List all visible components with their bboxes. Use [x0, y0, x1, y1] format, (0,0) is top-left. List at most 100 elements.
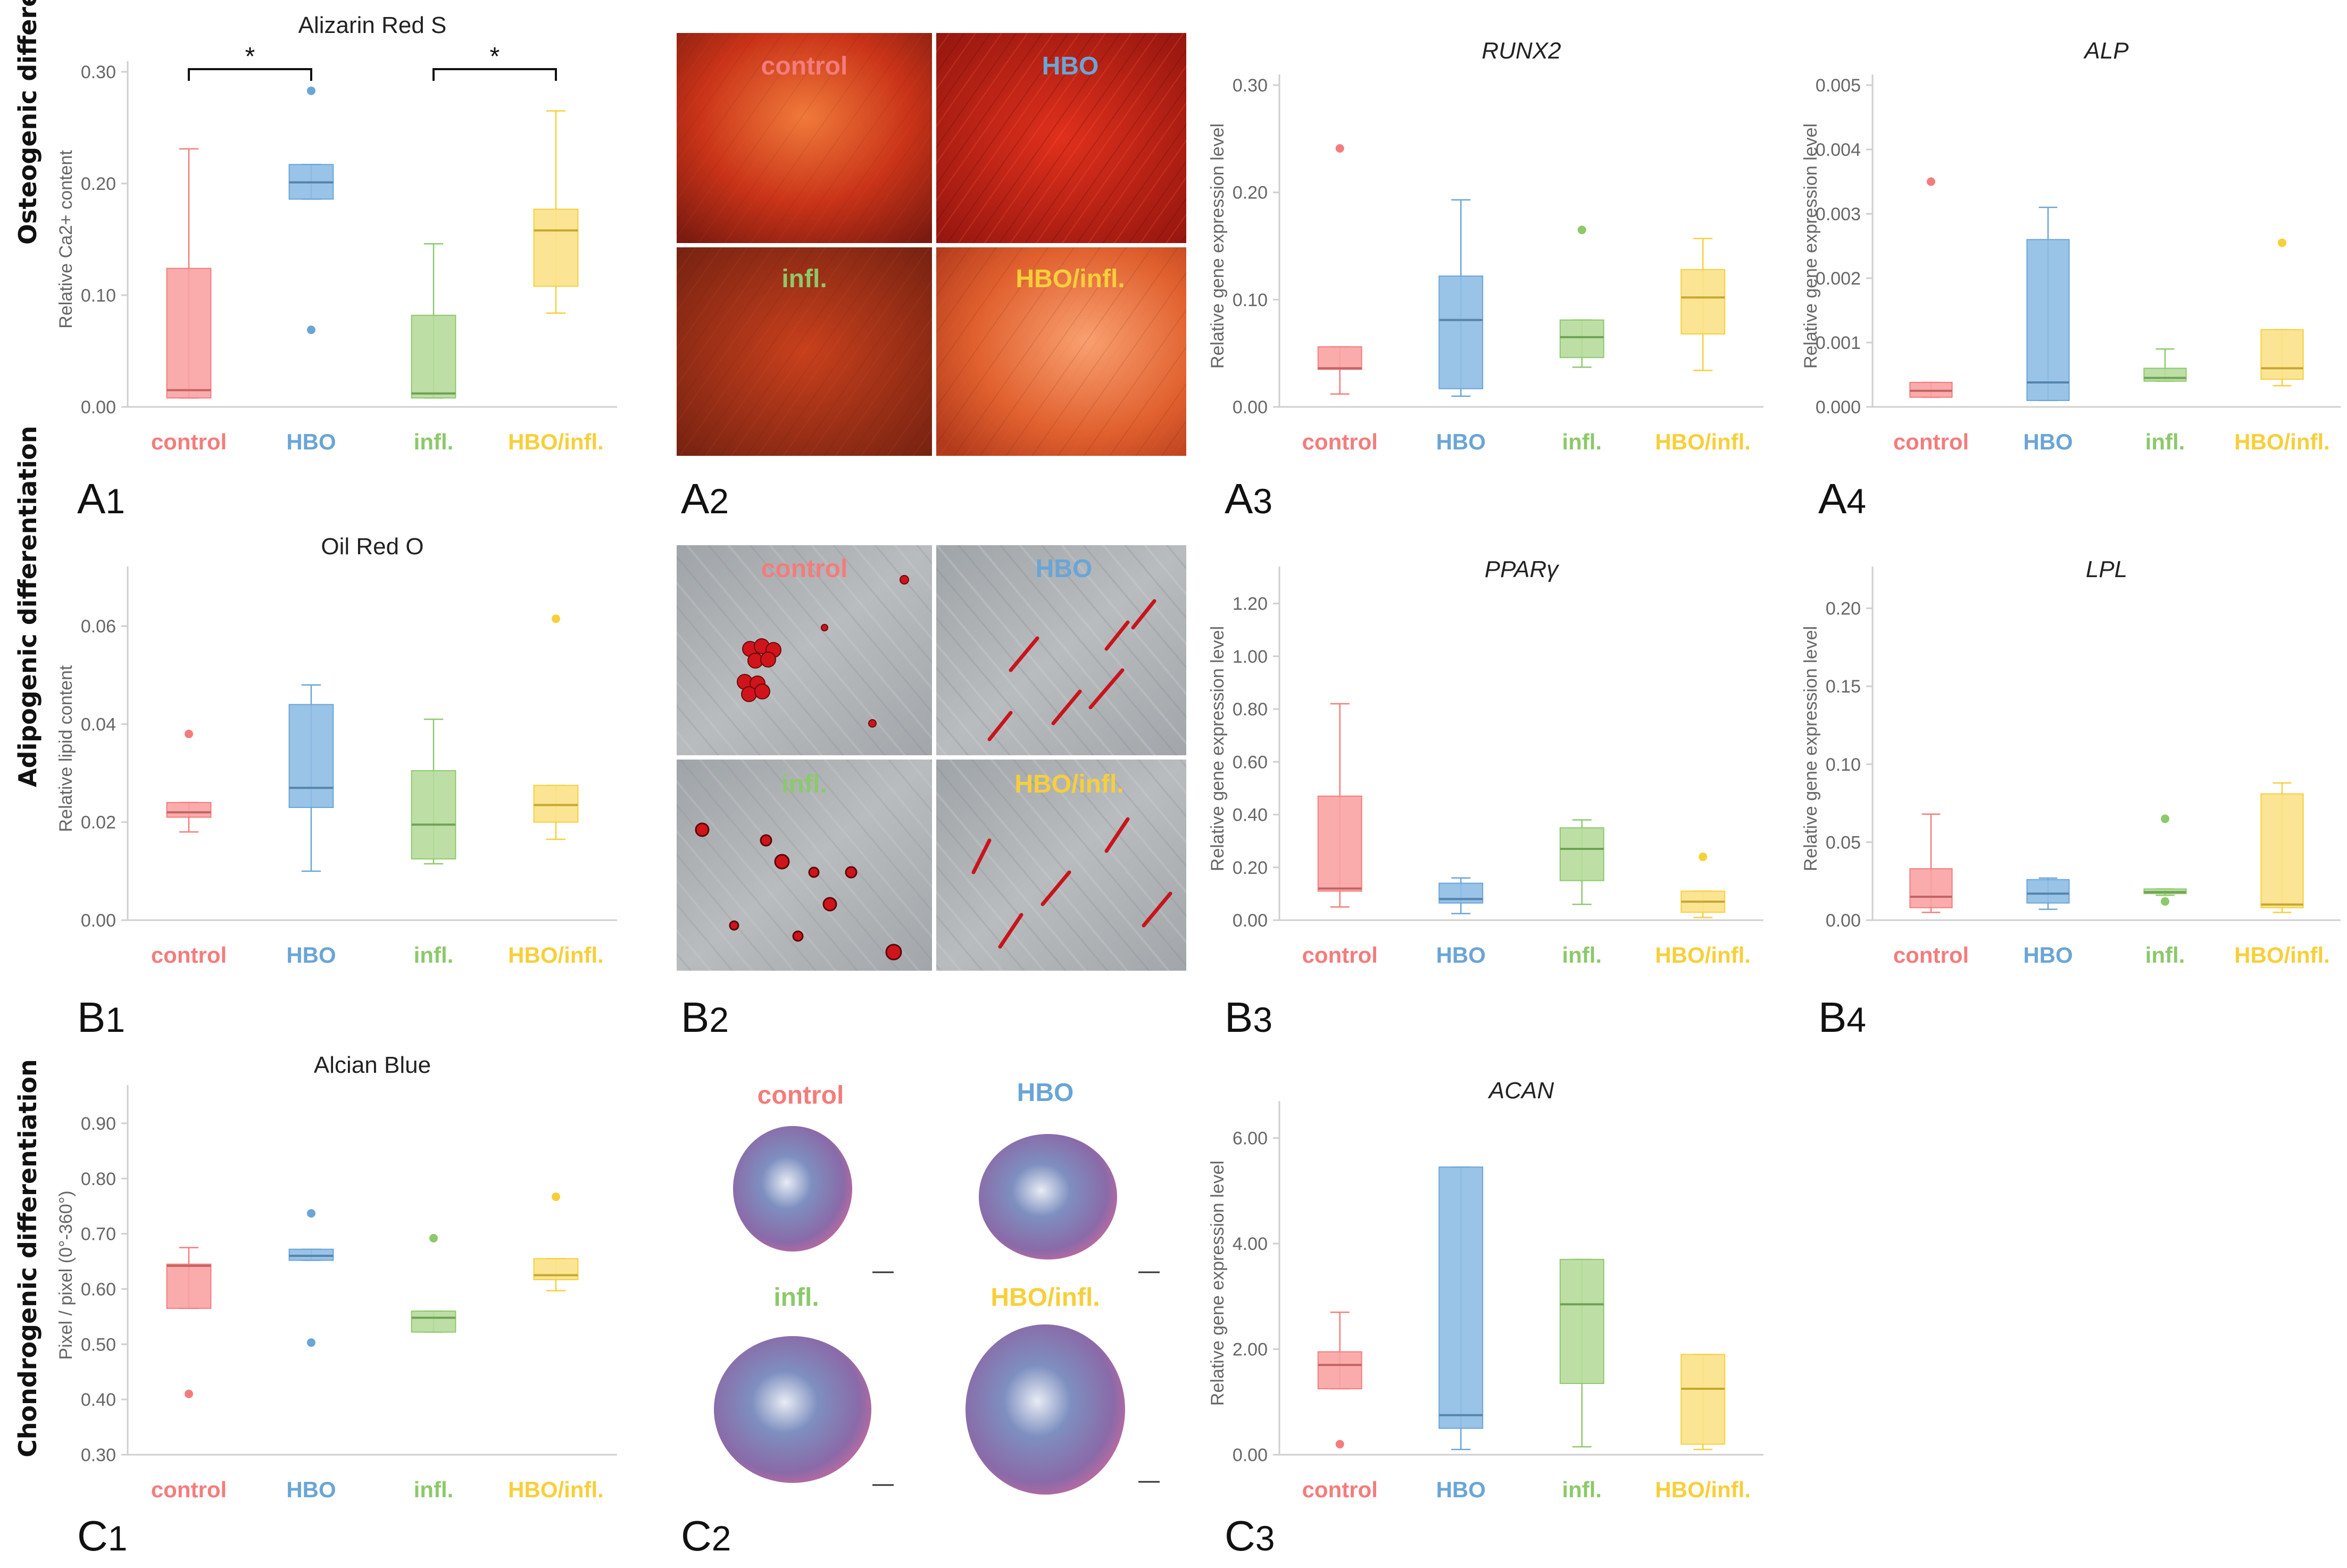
y-tick-label: 0.30 [81, 62, 116, 82]
box-control [166, 802, 212, 818]
outlier-point [307, 1338, 315, 1347]
micro-label-a2-hbo: HBO [1042, 52, 1099, 80]
y-tick-label: 0.60 [1233, 752, 1268, 772]
chart-title: ACAN [1487, 1078, 1554, 1104]
category-label: HBO [1436, 429, 1486, 454]
y-tick-label: 0.02 [81, 813, 116, 833]
panel-label-A4: A4 [1818, 475, 1866, 522]
category-label: HBO/infl. [1655, 943, 1751, 968]
y-tick-label: 0.30 [1233, 76, 1268, 96]
y-tick-label: 0.90 [81, 1114, 116, 1134]
micro-label-b2-control: control [761, 555, 848, 583]
outlier-point [307, 1209, 315, 1218]
box-hbo-infl- [533, 1258, 579, 1280]
y-axis-label: Pixel / pixel (0°-360°) [56, 1190, 76, 1360]
y-tick-label: 0.80 [81, 1169, 116, 1189]
y-tick-label: 0.004 [1816, 140, 1861, 160]
y-tick-label: 0.20 [1233, 183, 1268, 203]
box-hbo-infl- [1680, 269, 1726, 335]
chart-title: LPL [2086, 556, 2127, 582]
category-label: infl. [1562, 943, 1602, 968]
chart-ppar-gamma: PPARγ Relative gene expression level 0.00 0… [1208, 556, 1763, 968]
micro-label-b2-infl: infl. [781, 770, 827, 798]
chart-title: Oil Red O [321, 533, 423, 560]
y-tick-label: 0.20 [1233, 858, 1268, 878]
y-tick-label: 0.10 [81, 286, 116, 306]
category-label: infl. [2145, 943, 2185, 968]
y-tick-label: 0.20 [1826, 599, 1861, 619]
chart-acan: ACAN Relative gene expression level 0.00 2.… [1208, 1078, 1763, 1502]
chart-title: RUNX2 [1482, 38, 1561, 64]
outlier-point [1577, 226, 1586, 235]
panel-label-C2: C2 [681, 1512, 731, 1559]
outlier-point [185, 729, 193, 738]
outlier-point [185, 1389, 193, 1398]
box-infl- [2143, 368, 2187, 382]
y-tick-label: 0.60 [81, 1279, 116, 1299]
chart-alp: ALP Relative gene expression level 0.000 0.… [1801, 38, 2341, 454]
row-label-adipogenic: Adipogenic differentiation [13, 426, 42, 787]
y-tick-label: 0.00 [81, 911, 116, 931]
box-hbo [288, 1248, 334, 1261]
y-tick-label: 4.00 [1233, 1234, 1268, 1254]
micrograph-c2-hbo-infl [966, 1324, 1125, 1495]
category-label: HBO [286, 943, 336, 968]
chart-title: Alizarin Red S [298, 12, 447, 38]
category-label: control [1302, 429, 1378, 454]
box-hbo [1438, 1166, 1484, 1429]
category-label: HBO [2023, 943, 2073, 968]
box-hbo [1438, 275, 1484, 389]
micro-label-a2-control: control [761, 52, 848, 80]
y-axis-label: Relative Ca2+ content [56, 150, 76, 329]
category-label: HBO/infl. [508, 1477, 604, 1502]
panel-label-A2: A2 [681, 475, 729, 522]
micrograph-c2-control [733, 1126, 852, 1252]
micro-label-c2-control: control [758, 1081, 844, 1110]
category-label: control [1893, 429, 1969, 454]
y-axis-label: Relative gene expression level [1208, 626, 1228, 871]
box-hbo-infl- [1680, 1354, 1726, 1445]
micro-label-b2-hbo: HBO [1036, 555, 1093, 583]
box-hbo-infl- [533, 785, 579, 823]
box-infl- [1559, 827, 1604, 881]
y-tick-label: 0.20 [81, 174, 116, 194]
panel-label-A3: A3 [1225, 475, 1272, 522]
significance-bracket [432, 68, 557, 81]
box-hbo [2026, 239, 2070, 401]
y-tick-label: 0.003 [1816, 204, 1861, 224]
y-axis-label: Relative gene expression level [1801, 626, 1821, 871]
significance-bracket [188, 68, 312, 81]
y-tick-label: 0.50 [81, 1335, 116, 1355]
y-tick-label: 0.30 [81, 1445, 116, 1465]
micrograph-panel-B2: control HBO infl. HBO/infl. [677, 545, 1186, 971]
outlier-point [552, 1192, 560, 1202]
y-tick-label: 0.80 [1233, 699, 1268, 720]
micro-label-c2-hbo-infl: HBO/infl. [991, 1283, 1100, 1312]
y-tick-label: 0.10 [1233, 290, 1268, 310]
y-tick-label: 0.70 [81, 1224, 116, 1245]
y-tick-label: 0.10 [1826, 755, 1861, 775]
outlier-point [2161, 814, 2169, 823]
outlier-point [1335, 144, 1344, 153]
category-label: control [1302, 943, 1378, 968]
micro-label-c2-hbo: HBO [1017, 1079, 1074, 1107]
outlier-point [429, 1233, 438, 1242]
box-control [166, 268, 212, 399]
chart-title: PPARγ [1485, 556, 1560, 582]
category-label: control [151, 429, 227, 454]
chart-runx2: RUNX2 Relative gene expression level 0.00 0… [1208, 38, 1763, 454]
box-hbo [2026, 879, 2070, 904]
category-label: control [1302, 1477, 1378, 1502]
box-infl- [411, 770, 456, 860]
category-label: HBO/infl. [508, 943, 604, 968]
category-label: HBO [2023, 429, 2073, 454]
chart-oil-red-o: Oil Red O Relative lipid content 0.00 0.02 0… [56, 533, 617, 968]
panel-label-C1: C1 [77, 1512, 128, 1559]
box-control [1909, 868, 1953, 908]
box-hbo-infl- [2260, 329, 2304, 380]
y-tick-label: 0.00 [1233, 911, 1268, 931]
outlier-point [1335, 1440, 1344, 1449]
y-tick-label: 0.002 [1816, 269, 1861, 289]
significance-star: * [245, 43, 255, 71]
